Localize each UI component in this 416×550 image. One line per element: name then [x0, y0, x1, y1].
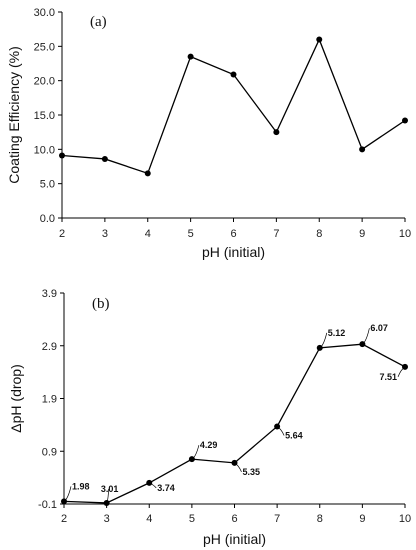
- data-label: 1.98: [72, 481, 90, 491]
- y-tick-label: 10.0: [34, 144, 55, 156]
- data-label: 3.74: [157, 483, 175, 493]
- data-label: 5.64: [285, 430, 303, 440]
- x-tick-label: 8: [316, 228, 322, 240]
- data-point: [316, 36, 323, 43]
- label-leader: [149, 482, 157, 489]
- x-tick-label: 7: [273, 228, 279, 240]
- label-leader: [276, 426, 285, 436]
- y-axis-title: ΔpH (drop): [8, 364, 24, 432]
- x-tick-label: 2: [59, 228, 65, 240]
- chart-a: 0.0 5.0 10.0 15.0 20.0 25.0 30.0 2 3 4 5 6 7 8 9 10 pH (…: [6, 7, 411, 260]
- x-tick-label: 8: [317, 513, 323, 525]
- label-leader: [397, 366, 406, 377]
- label-leader: [63, 486, 72, 502]
- x-tick-label: 4: [146, 513, 152, 525]
- x-tick-label: 6: [231, 513, 237, 525]
- data-label: 6.07: [370, 323, 388, 333]
- x-tick-label: 5: [188, 228, 194, 240]
- y-tick-label: 20.0: [34, 76, 55, 88]
- data-point: [101, 155, 108, 162]
- data-point: [187, 53, 194, 60]
- data-point: [59, 152, 65, 159]
- x-tick-label: 5: [189, 513, 195, 525]
- y-tick-label: 3.9: [42, 288, 57, 300]
- label-leader: [319, 332, 328, 349]
- label-leader: [191, 445, 200, 460]
- panel-label: (b): [92, 296, 110, 312]
- x-tick-label: 9: [359, 513, 365, 525]
- panel-label: (a): [90, 14, 107, 30]
- y-tick-label: 0.0: [40, 213, 55, 225]
- data-point: [273, 129, 280, 136]
- chart-b: -0.1 0.9 1.9 2.9 3.9 2 3 4 5 6 7 8 9 10 pH (initial) Δp…: [8, 288, 411, 547]
- y-tick-label: 25.0: [34, 41, 55, 53]
- x-tick-label: 4: [145, 228, 151, 240]
- series-line: [61, 37, 406, 175]
- x-tick-label: 6: [230, 228, 236, 240]
- data-label: 3.01: [101, 484, 119, 494]
- x-tick-label: 3: [102, 228, 108, 240]
- y-tick-label: 5.0: [40, 179, 55, 191]
- y-tick-label: 0.9: [42, 446, 57, 458]
- series-line: [63, 343, 406, 504]
- label-leader: [106, 488, 109, 504]
- y-axis-title: Coating Efficiency (%): [6, 46, 22, 183]
- y-tick-label: 1.9: [42, 394, 57, 406]
- data-label: 5.12: [328, 328, 346, 338]
- x-axis-title: pH (initial): [202, 244, 265, 260]
- y-tick-label: 15.0: [34, 110, 55, 122]
- x-tick-label: 2: [61, 513, 67, 525]
- x-tick-label: 10: [399, 513, 411, 525]
- x-tick-label: 10: [399, 228, 411, 240]
- data-point: [144, 170, 151, 177]
- data-point: [402, 117, 408, 124]
- y-tick-label: 2.9: [42, 341, 57, 353]
- label-leader: [362, 328, 370, 345]
- data-label: 7.51: [379, 372, 397, 382]
- data-point: [230, 71, 237, 78]
- y-tick-label: 30.0: [34, 7, 55, 19]
- x-tick-label: 7: [274, 513, 280, 525]
- x-tick-label: 3: [104, 513, 110, 525]
- data-label: 4.29: [200, 440, 218, 450]
- y-tick-label: -0.1: [38, 499, 57, 511]
- data-label: 5.35: [243, 467, 261, 477]
- x-axis-title: pH (initial): [203, 531, 266, 547]
- x-tick-label: 9: [359, 228, 365, 240]
- label-leader: [234, 462, 242, 472]
- data-point: [359, 146, 366, 153]
